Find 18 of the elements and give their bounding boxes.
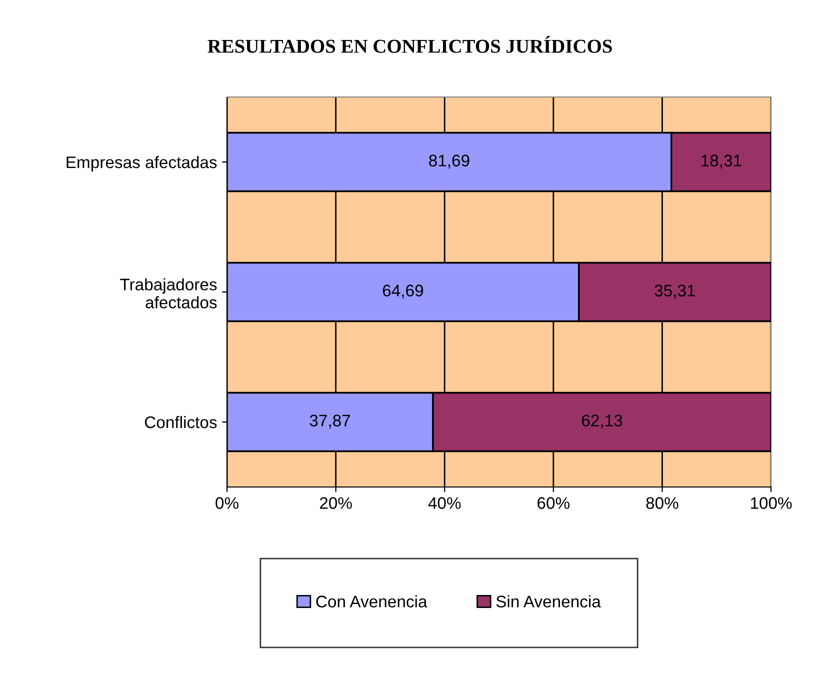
x-tick-label: 80% <box>646 497 678 509</box>
legend-label: Sin Avenencia <box>496 595 601 608</box>
y-tick-label: Empresas afectadas <box>66 156 217 172</box>
x-tick-label: 20% <box>320 497 352 509</box>
data-label: 64,69 <box>382 284 424 298</box>
x-tick-label: 60% <box>538 497 570 509</box>
x-tick-label: 0% <box>216 497 238 509</box>
y-tick-label: Trabajadores afectados <box>120 278 217 308</box>
data-label: 35,31 <box>654 284 695 298</box>
x-tick-label: 100% <box>750 497 792 509</box>
data-label: 37,87 <box>310 414 350 428</box>
y-tick-label: Conflictos <box>144 416 217 428</box>
data-label: 18,31 <box>702 154 742 168</box>
data-label: 62,13 <box>582 414 622 428</box>
x-tick-label: 40% <box>428 497 461 509</box>
legend-label: Con Avenencia <box>316 595 428 608</box>
data-label: 81,69 <box>429 154 470 168</box>
chart-title: RESULTADOS EN CONFLICTOS JURÍDICOS <box>208 36 612 53</box>
